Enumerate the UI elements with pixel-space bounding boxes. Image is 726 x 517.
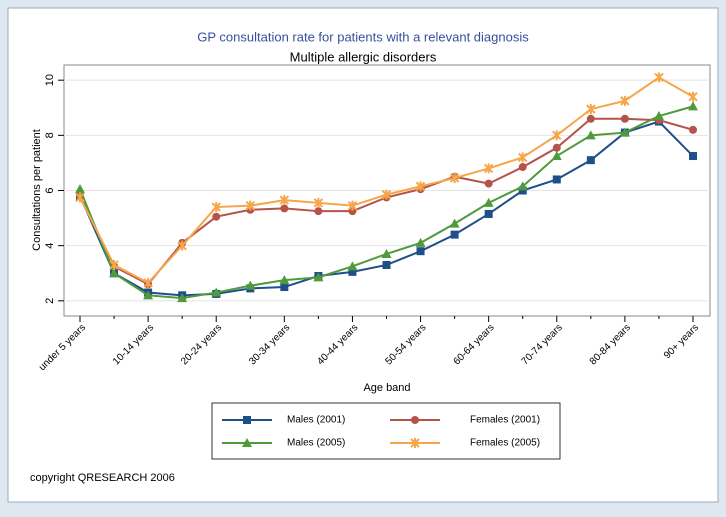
data-point	[450, 230, 459, 239]
y-tick-label: 8	[44, 132, 56, 138]
data-point	[109, 259, 119, 270]
legend-box	[211, 402, 561, 460]
data-point	[211, 287, 222, 297]
data-point	[517, 181, 528, 191]
data-point	[689, 152, 697, 161]
data-point	[347, 200, 358, 211]
data-point	[586, 104, 596, 115]
data-point	[245, 200, 255, 211]
data-point	[415, 181, 426, 192]
data-point	[449, 218, 460, 228]
data-point	[211, 202, 221, 213]
data-point	[586, 114, 595, 123]
data-point	[212, 212, 221, 221]
data-point	[245, 280, 256, 290]
data-point	[348, 267, 357, 276]
data-point	[518, 186, 527, 195]
data-point	[619, 127, 630, 137]
data-point	[654, 72, 664, 83]
data-point	[75, 192, 85, 203]
data-point	[483, 163, 494, 174]
data-point	[484, 209, 493, 218]
data-point	[279, 195, 290, 206]
y-tick-label: 6	[44, 187, 56, 193]
data-point	[552, 130, 562, 141]
data-point	[688, 101, 698, 111]
y-tick-label: 10	[44, 74, 56, 86]
legend-marker	[410, 438, 420, 448]
data-point	[689, 125, 697, 134]
y-tick-label: 4	[44, 243, 56, 249]
data-point	[382, 260, 391, 269]
legend-marker	[242, 438, 252, 447]
data-point	[552, 175, 561, 184]
data-point	[280, 283, 289, 292]
data-point	[620, 95, 630, 106]
legend-label: Females (2005)	[470, 438, 540, 449]
data-point	[313, 197, 324, 208]
data-point	[653, 111, 664, 121]
legend-label: Females (2001)	[470, 415, 540, 426]
data-point	[280, 204, 289, 213]
y-tick-label: 2	[44, 298, 56, 304]
data-point	[109, 268, 120, 278]
data-point	[518, 152, 528, 163]
data-point	[314, 207, 323, 216]
data-point	[143, 290, 154, 300]
data-point	[415, 237, 426, 247]
data-point	[585, 130, 596, 140]
data-point	[688, 91, 698, 102]
data-point	[143, 277, 153, 288]
data-point	[347, 261, 358, 271]
data-point	[518, 163, 527, 172]
data-point	[177, 240, 187, 251]
x-axis-label: Age band	[363, 382, 410, 394]
data-point	[279, 275, 290, 285]
data-point	[177, 293, 188, 303]
legend-marker	[243, 416, 251, 424]
y-axis-label: Consultations per patient	[31, 129, 43, 251]
data-point	[313, 272, 324, 282]
data-point	[381, 248, 392, 258]
copyright: copyright QRESEARCH 2006	[30, 472, 175, 484]
legend-label: Males (2001)	[287, 415, 345, 426]
data-point	[484, 179, 493, 188]
data-point	[381, 189, 392, 200]
legend-marker	[411, 416, 419, 424]
data-point	[586, 156, 595, 165]
legend-label: Males (2005)	[287, 438, 345, 449]
data-point	[551, 151, 562, 161]
data-point	[552, 143, 561, 152]
data-point	[620, 114, 629, 123]
data-point	[348, 207, 357, 216]
chart-title: GP consultation rate for patients with a…	[197, 29, 529, 44]
chart-subtitle: Multiple allergic disorders	[290, 49, 437, 64]
data-point	[75, 184, 85, 194]
data-point	[416, 247, 425, 256]
data-point	[449, 173, 460, 184]
data-point	[483, 197, 494, 207]
